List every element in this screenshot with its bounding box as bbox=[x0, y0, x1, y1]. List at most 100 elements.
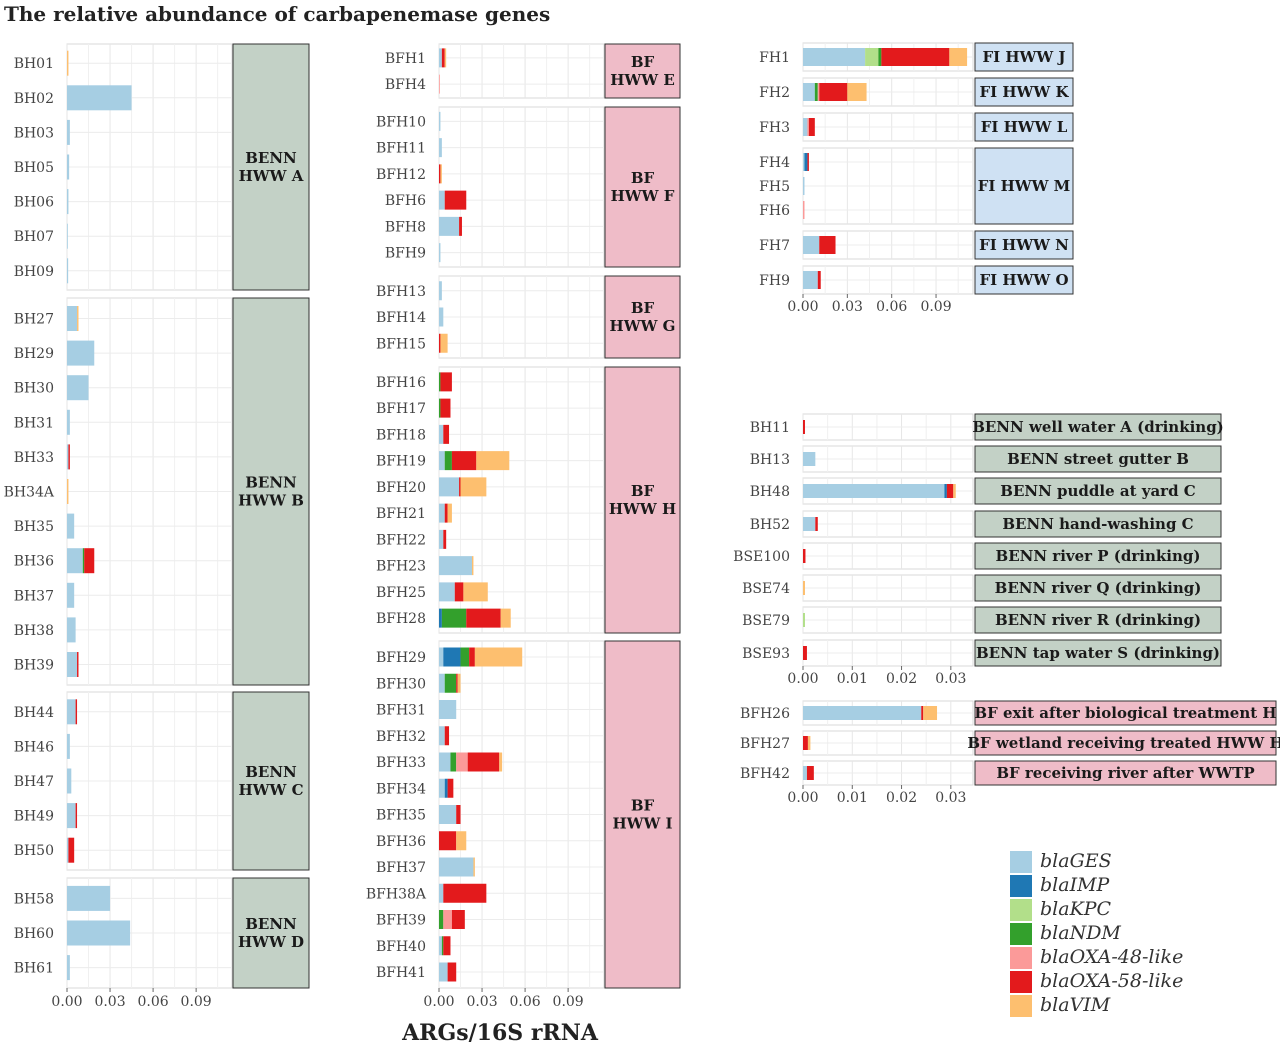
bar-bfh12-blavim bbox=[440, 164, 442, 184]
strip-label-fi-hww-m: FI HWW M bbox=[978, 177, 1071, 195]
bar-bh48-blaoxa-58-like bbox=[946, 484, 954, 498]
bar-bfh17-blandm bbox=[439, 398, 441, 418]
bar-bh27-blages bbox=[67, 306, 78, 331]
legend-label-blavim: blaVIM bbox=[1040, 994, 1111, 1016]
bar-bse74-blavim bbox=[803, 581, 805, 595]
strip-label-bf-exit-after-biological-treatment-h: BF exit after biological treatment H bbox=[974, 704, 1276, 722]
bar-bfh32-blages bbox=[439, 726, 445, 746]
row-label-bfh25: BFH25 bbox=[376, 585, 426, 601]
bar-bh52-blaoxa-58-like bbox=[815, 517, 818, 531]
row-label-bh50: BH50 bbox=[14, 843, 54, 859]
bar-bh60-blages bbox=[67, 920, 131, 946]
strip-label-bf: BF bbox=[631, 797, 655, 815]
bar-bfh15-blavim bbox=[440, 333, 448, 353]
strip-label-benn-well-water-a-drinking: BENN well water A (drinking) bbox=[972, 418, 1224, 436]
row-label-bse79: BSE79 bbox=[742, 613, 790, 629]
strip-fi-hww-n bbox=[974, 230, 1074, 260]
strip-label-benn-tap-water-s-drinking: BENN tap water S (drinking) bbox=[976, 644, 1220, 662]
row-label-bfh23: BFH23 bbox=[376, 559, 426, 575]
x-tick-label-0-01: 0.01 bbox=[837, 671, 868, 687]
row-label-bh37: BH37 bbox=[14, 588, 54, 604]
strip-label-fi-hww-k: FI HWW K bbox=[979, 83, 1069, 101]
bar-bfh22-blaoxa-58-like bbox=[443, 529, 447, 549]
strip-benn-street-gutter-b bbox=[974, 445, 1222, 473]
bar-fh4-blaoxa-58-like bbox=[807, 153, 809, 171]
bar-bfh33-blaoxa-58-like bbox=[467, 752, 500, 772]
strip-benn-river-r-drinking bbox=[974, 606, 1222, 634]
row-label-bh30: BH30 bbox=[14, 381, 54, 397]
row-label-bfh14: BFH14 bbox=[376, 310, 426, 326]
strip-label-hww-c: HWW C bbox=[238, 781, 303, 799]
bar-bh33-blaoxa-58-like bbox=[68, 444, 70, 470]
strip-label-fi-hww-j: FI HWW J bbox=[982, 48, 1065, 66]
row-label-bfh32: BFH32 bbox=[376, 729, 426, 745]
strip-label-benn: BENN bbox=[245, 474, 297, 492]
bar-bfh33-blages bbox=[439, 752, 451, 772]
x-tick-label-0-00: 0.00 bbox=[787, 671, 818, 687]
bar-fh3-blaoxa-58-like bbox=[808, 118, 815, 136]
x-tick-label-0-09: 0.09 bbox=[920, 299, 951, 315]
row-label-bfh36: BFH36 bbox=[376, 834, 426, 850]
row-label-bh09: BH09 bbox=[14, 264, 54, 280]
bar-bfh31-blages bbox=[439, 700, 457, 719]
bar-bfh35-blages bbox=[439, 805, 457, 824]
panel-fi-hww-n: FH7 FI HWW N bbox=[759, 230, 1074, 260]
bar-bfh12-blaoxa-58-like bbox=[439, 164, 441, 184]
bar-fh4-blages bbox=[803, 153, 805, 171]
panel-benn-street-gutter-b: BH13 BENN street gutter B bbox=[750, 445, 1222, 473]
bar-bfh39-blaoxa-48-like bbox=[443, 910, 452, 929]
bar-bfh9-blages bbox=[439, 243, 441, 263]
panel-bf-wetland-receiving-treated-hww-h: BFH27 BF wetland receiving treated HWW H bbox=[740, 730, 1280, 756]
bar-bfh28-blavim bbox=[500, 608, 511, 628]
x-tick-label-0-01: 0.01 bbox=[837, 790, 868, 806]
x-tick-label-0-03: 0.03 bbox=[935, 671, 966, 687]
bar-bfh18-blaoxa-58-like bbox=[443, 424, 450, 444]
bar-bfh34-blages bbox=[439, 778, 445, 798]
strip-label-hww-e: HWW E bbox=[610, 71, 675, 89]
bar-bh61-blages bbox=[67, 955, 70, 981]
strip-label-bf: BF bbox=[631, 53, 655, 71]
bar-bfh25-blages bbox=[439, 582, 455, 602]
bar-bfh20-blages bbox=[439, 477, 460, 497]
bar-fh9-blaoxa-58-like bbox=[817, 271, 821, 289]
bar-bh33-blages bbox=[67, 444, 69, 470]
bar-bfh4-blaoxa-48-like bbox=[439, 74, 440, 94]
row-label-bh07: BH07 bbox=[14, 229, 54, 245]
strip-benn-hand-washing-c bbox=[974, 510, 1222, 538]
row-label-bh29: BH29 bbox=[14, 346, 54, 362]
bar-bh27-blavim bbox=[77, 306, 79, 331]
panel-bf-receiving-river-after-wwtp: BFH42 BF receiving river after WWTP bbox=[740, 760, 1277, 786]
x-tick-label-0-00: 0.00 bbox=[787, 299, 818, 315]
row-label-bfh6: BFH6 bbox=[385, 193, 426, 209]
legend-label-blandm: blaNDM bbox=[1040, 922, 1121, 944]
legend-label-blages: blaGES bbox=[1040, 850, 1112, 872]
legend-swatch-blages bbox=[1010, 851, 1032, 873]
row-label-bfh22: BFH22 bbox=[376, 532, 426, 548]
bar-bh11-blaoxa-58-like bbox=[803, 420, 805, 434]
bar-bfh34-blaimp bbox=[444, 778, 448, 798]
row-label-bfh31: BFH31 bbox=[376, 703, 426, 719]
bar-fh2-blages bbox=[803, 83, 815, 101]
bar-bh58-blages bbox=[67, 885, 111, 911]
bar-bfh13-blages bbox=[439, 281, 442, 301]
x-tick-label-0-03: 0.03 bbox=[466, 994, 497, 1010]
panel-bf-hww-h: BFH16 BFH17 BFH18 BFH19 BFH20 BFH21 BFH22 BFH23… bbox=[376, 366, 681, 634]
bar-bfh32-blaoxa-58-like bbox=[444, 726, 450, 746]
strip-benn-well-water-a-drinking bbox=[974, 413, 1222, 441]
row-label-bfh29: BFH29 bbox=[376, 650, 426, 666]
bar-bh47-blages bbox=[67, 768, 72, 794]
bar-bse79-blakpc bbox=[803, 613, 805, 627]
bar-bfh33-blaoxa-48-like bbox=[456, 752, 468, 772]
panel-benn-river-q-drinking: BSE74 BENN river Q (drinking) bbox=[742, 574, 1222, 602]
strip-label-hww-a: HWW A bbox=[239, 167, 304, 185]
row-label-bfh30: BFH30 bbox=[376, 676, 426, 692]
bar-bfh23-blages bbox=[439, 556, 472, 576]
bar-fh7-blaoxa-58-like bbox=[819, 236, 836, 254]
bar-fh3-blages bbox=[803, 118, 808, 136]
bar-bfh29-blaimp bbox=[443, 647, 461, 667]
panel-benn-tap-water-s-drinking: BSE93 BENN tap water S (drinking) bbox=[742, 639, 1222, 667]
x-tick-label-0-03: 0.03 bbox=[935, 790, 966, 806]
